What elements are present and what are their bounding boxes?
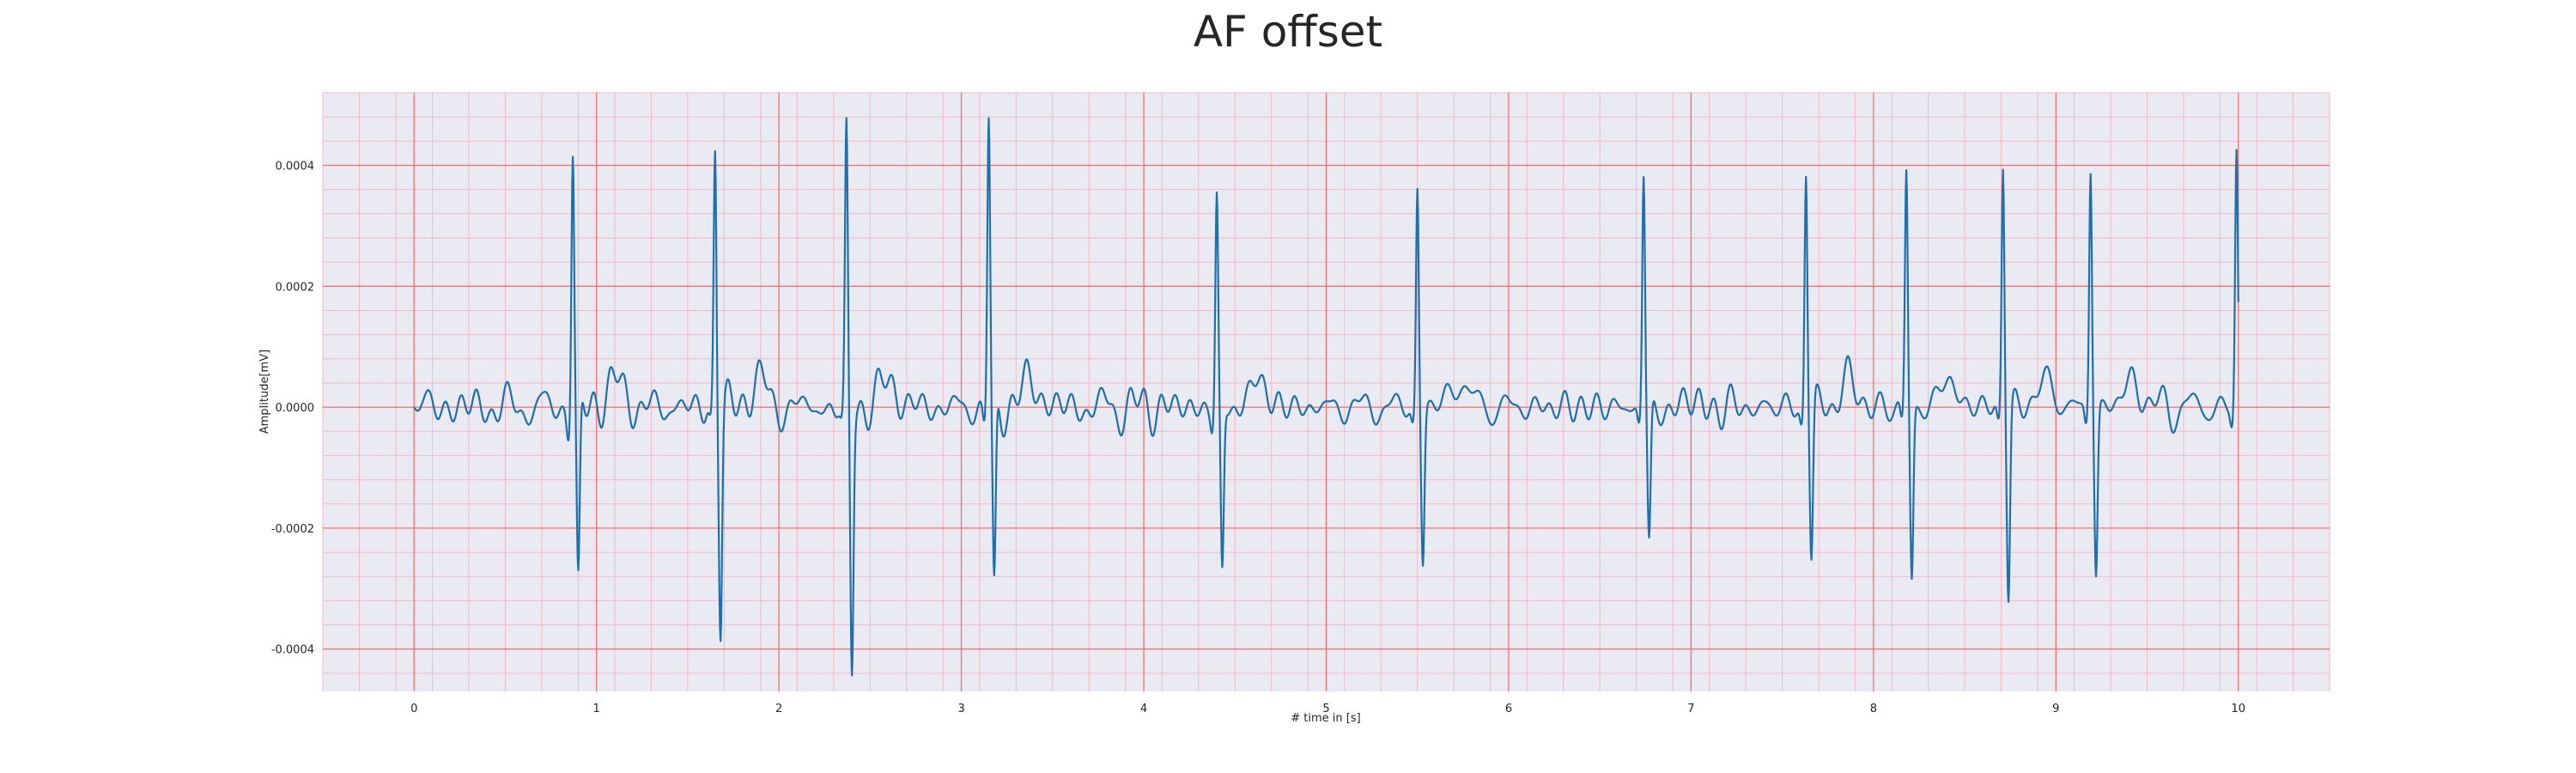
x-tick-label: 4 (1140, 703, 1147, 715)
y-tick-label: -0.0004 (271, 644, 314, 657)
x-tick-label: 1 (593, 703, 600, 715)
x-tick-label: 0 (410, 703, 417, 715)
x-axis-label: # time in [s] (1291, 712, 1360, 725)
x-tick-labels: 0 1 2 3 4 5 6 7 8 9 10 (410, 703, 2245, 715)
chart-title: AF offset (1193, 7, 1383, 57)
y-tick-label: 0.0002 (276, 281, 315, 294)
major-grid (323, 93, 2330, 691)
x-tick-label: 8 (1870, 703, 1877, 715)
x-tick-label: 7 (1687, 703, 1694, 715)
y-axis-label: Amplitude[mV] (258, 350, 271, 434)
x-tick-label: 3 (957, 703, 964, 715)
signal-line (413, 117, 2239, 677)
y-tick-label: -0.0002 (271, 523, 314, 536)
x-tick-label: 2 (775, 703, 782, 715)
y-tick-labels: -0.0004 -0.0002 0.0000 0.0002 0.0004 (271, 160, 314, 656)
x-tick-label: 5 (1322, 703, 1329, 715)
x-tick-label: 10 (2231, 703, 2245, 715)
x-tick-label: 9 (2052, 703, 2059, 715)
y-tick-label: 0.0004 (276, 160, 315, 173)
y-tick-label: 0.0000 (276, 402, 315, 415)
x-tick-label: 6 (1505, 703, 1512, 715)
